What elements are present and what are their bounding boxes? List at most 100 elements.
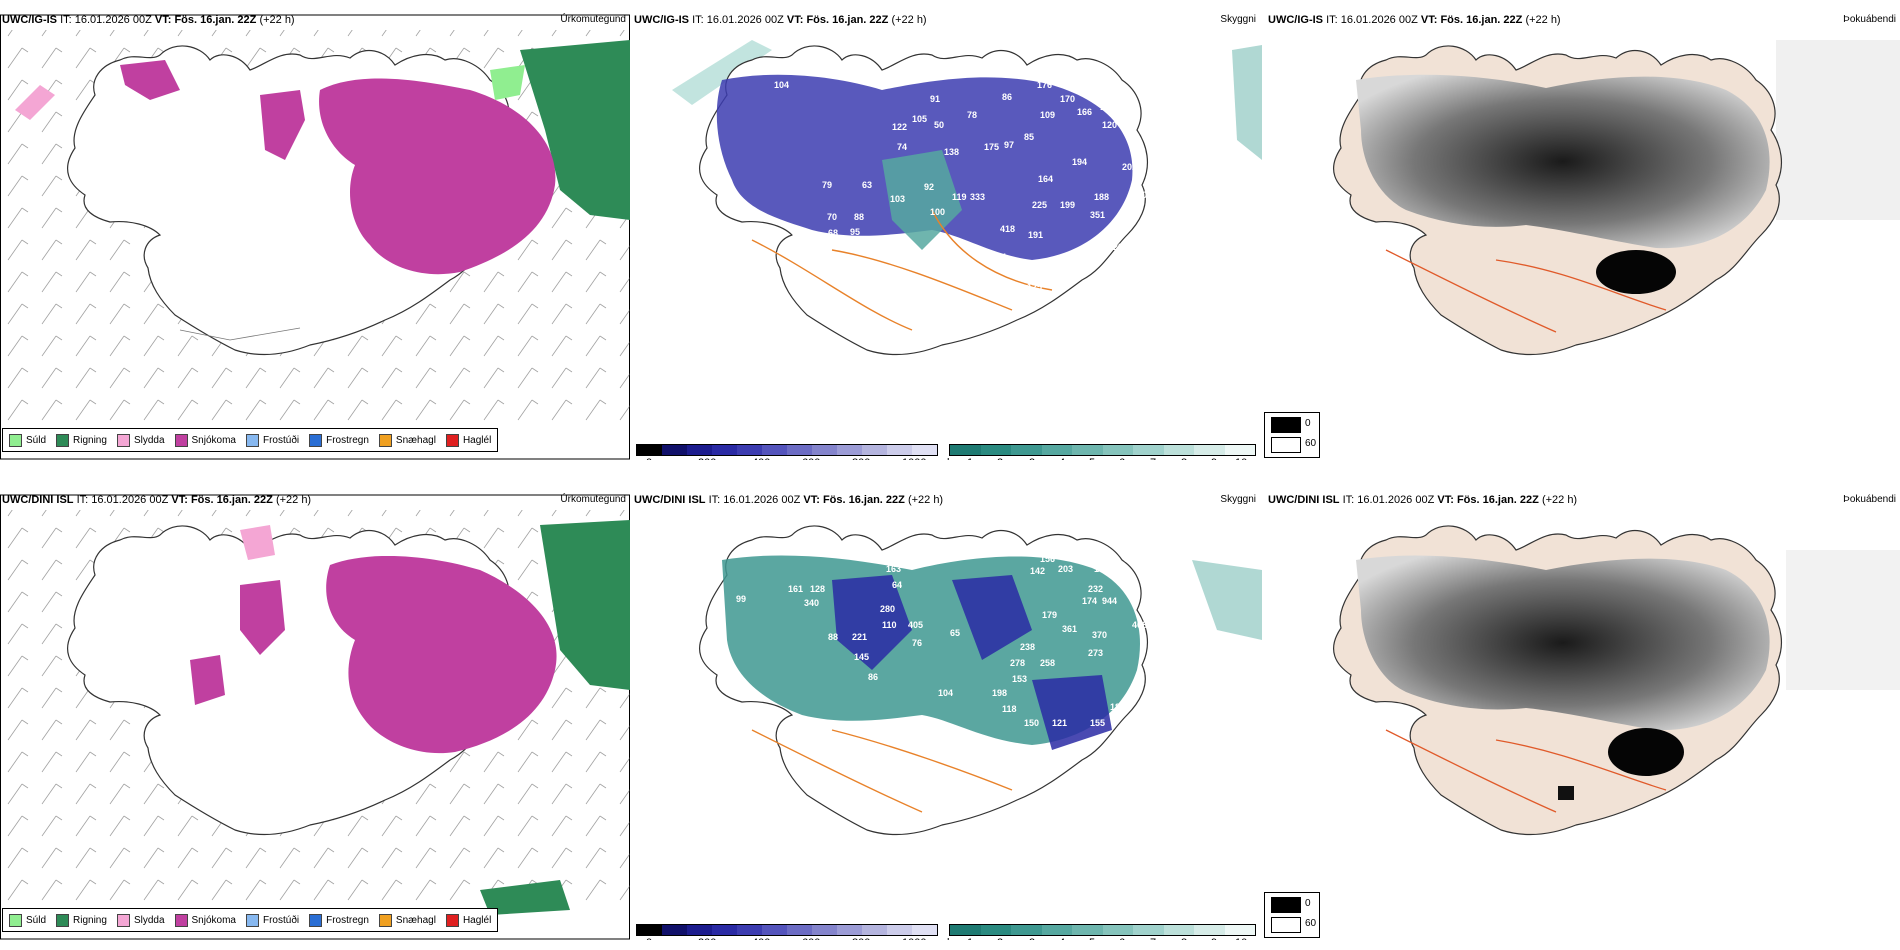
precip-legend: Súld Rigning Slydda Snjókoma Frostúði Fr…: [2, 908, 499, 932]
vis-label: 370: [1092, 630, 1107, 640]
vis-label: 229: [1108, 242, 1123, 252]
colorbar-tick: 800: [852, 937, 870, 940]
vis-label: 155: [1090, 718, 1105, 728]
precip-type-map: [0, 14, 630, 460]
colorbar-tick: 9: [1211, 457, 1217, 460]
panel-title: Skyggni: [1220, 14, 1256, 25]
visibility-colorbar: km 1 2 3 4 5 6 7 8 9 10: [947, 444, 1262, 460]
colorbar-unit: m: [632, 937, 641, 940]
fog-legend-value: 0: [1305, 898, 1311, 909]
vis-label: 118: [1002, 704, 1017, 714]
vis-label: 185: [1110, 702, 1125, 712]
vis-label: 176: [1037, 80, 1052, 90]
legend-swatch: [9, 433, 22, 447]
vis-label: 138: [944, 147, 959, 157]
fog-dense-area: [1608, 728, 1684, 776]
colorbar-tick: 8: [1181, 457, 1187, 460]
fog-indicator-map: [1332, 525, 1900, 836]
panel-title: Skyggni: [1220, 494, 1256, 505]
colorbar-tick: 400: [752, 457, 770, 460]
vis-label: 86: [1002, 92, 1012, 102]
cloudbase-area: [832, 575, 1112, 750]
colorbar-tick: 4: [1059, 457, 1065, 460]
model-row-2: UWC/DINI ISL IT: 16.01.2026 00Z VT: Fös.…: [0, 490, 1900, 940]
snow-area-west: [190, 655, 225, 705]
vis-label: 65: [950, 628, 960, 638]
panel-header: UWC/IG-IS IT: 16.01.2026 00Z VT: Fös. 16…: [634, 14, 927, 26]
fog-legend-value: 0: [1305, 418, 1311, 429]
vis-label: 340: [804, 598, 819, 608]
snow-area-northeast: [326, 555, 557, 754]
vis-label: 105: [912, 114, 927, 124]
vis-label: 179: [1042, 610, 1057, 620]
vis-label: 76: [912, 638, 922, 648]
legend-item: Súld: [9, 913, 46, 927]
colorbar-bar: [636, 444, 938, 456]
colorbar-unit: km: [947, 937, 962, 940]
colorbar-tick: 1: [967, 937, 973, 940]
vis-label: 95: [850, 227, 860, 237]
rain-area-east: [540, 520, 630, 690]
legend-item: Súld: [9, 433, 46, 447]
colorbar-tick: 3: [1029, 937, 1035, 940]
vis-label: 91: [930, 94, 940, 104]
fog-legend: 0 60: [1264, 412, 1320, 458]
vis-label: 360: [1132, 190, 1147, 200]
vis-label: 103: [890, 194, 905, 204]
colorbar-unit: km: [947, 457, 962, 460]
vis-label: 405: [908, 620, 923, 630]
colorbar-tick: 7: [1150, 457, 1156, 460]
vis-label: 86: [868, 672, 878, 682]
colorbar-tick: 2: [997, 457, 1003, 460]
legend-swatch: [309, 433, 323, 447]
vis-label: 128: [810, 584, 825, 594]
visibility-low-area: [722, 555, 1140, 745]
vis-label: 191: [1028, 230, 1043, 240]
sleet-area: [240, 525, 275, 560]
legend-swatch: [116, 913, 130, 927]
panel-title: Þokuábendi: [1843, 14, 1896, 25]
vis-label: 102: [1022, 264, 1037, 274]
legend-swatch: [378, 433, 392, 447]
legend-item: Snjókoma: [174, 913, 236, 927]
panel-header: UWC/DINI ISL IT: 16.01.2026 00Z VT: Fös.…: [1268, 494, 1578, 506]
sleet-area: [15, 85, 55, 120]
colorbar-tick: 6: [1119, 457, 1125, 460]
fog-legend: 0 60: [1264, 892, 1320, 938]
legend-swatch: [245, 913, 259, 927]
vis-label: 333: [970, 192, 985, 202]
rain-area-south: [480, 880, 570, 915]
fog-indicator-map: [1332, 40, 1900, 356]
vis-label: 221: [852, 632, 867, 642]
vis-label: 125: [1027, 282, 1042, 292]
vis-label: 99: [736, 594, 746, 604]
colorbar-tick: 2: [997, 937, 1003, 940]
colorbar-bar: [636, 924, 938, 936]
legend-swatch: [9, 913, 22, 927]
legend-swatch: [56, 913, 70, 927]
colorbar-bar: [949, 924, 1256, 936]
legend-swatch: [445, 913, 459, 927]
precip-legend: Súld Rigning Slydda Snjókoma Frostúði Fr…: [2, 428, 499, 452]
panel-header: UWC/IG-IS IT: 16.01.2026 00Z VT: Fös. 16…: [2, 14, 295, 26]
vis-label: 261: [1132, 230, 1147, 240]
visibility-fog-east: [1192, 560, 1262, 640]
vis-label: 15: [860, 242, 870, 252]
fog-legend-swatch: [1271, 917, 1301, 933]
fog-legend-swatch: [1271, 437, 1301, 453]
colorbar-tick: 1000: [902, 457, 926, 460]
vis-label: 149: [1094, 280, 1109, 290]
vis-label: 80: [710, 240, 720, 250]
vis-label: 293: [1172, 608, 1187, 618]
vis-label: 238: [1020, 642, 1035, 652]
vis-label: 70: [827, 212, 837, 222]
vis-label: 351: [1090, 210, 1105, 220]
fog-legend-value: 60: [1305, 918, 1317, 929]
fog-indicator-panel: UWC/IG-IS IT: 16.01.2026 00Z VT: Fös. 16…: [1266, 10, 1900, 460]
vis-label: 280: [880, 604, 895, 614]
vis-label: 145: [854, 652, 869, 662]
vis-label: 122: [892, 122, 907, 132]
panel-title: Þokuábendi: [1843, 494, 1896, 505]
visibility-value-labels: 126 85 156 142 203 142 163 64 232 174 94…: [736, 544, 1191, 728]
vis-label: 199: [1060, 200, 1075, 210]
